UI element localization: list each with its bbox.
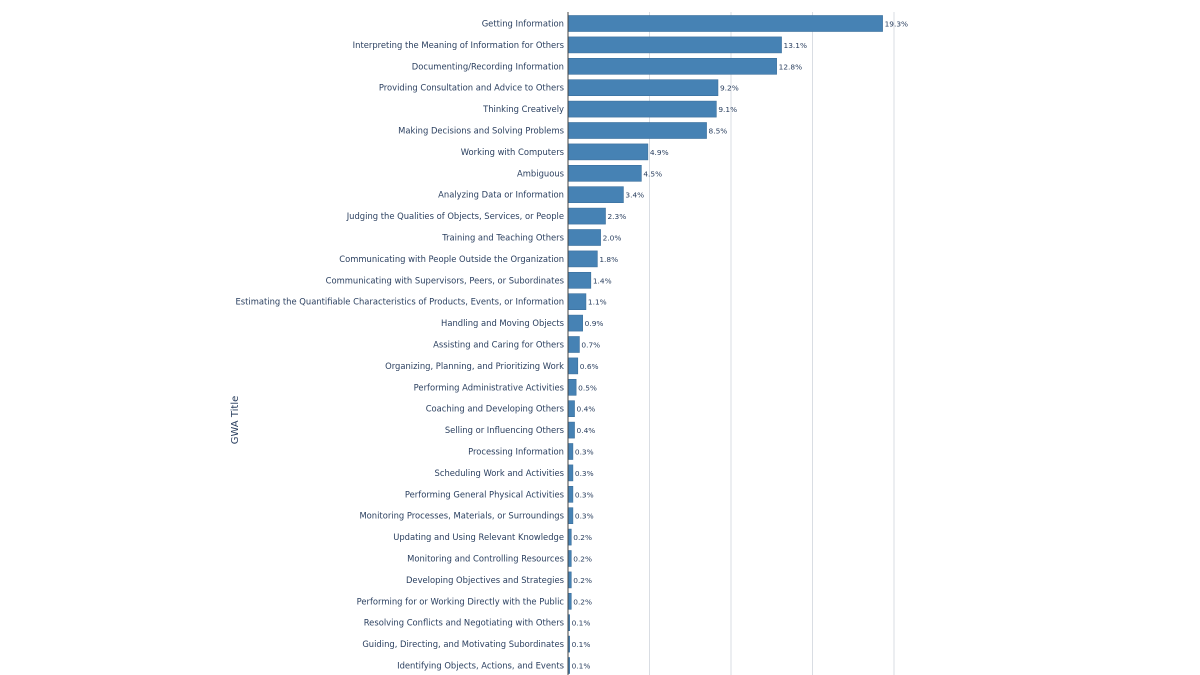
value-label: 0.4% (577, 426, 596, 435)
value-label: 2.0% (603, 234, 622, 243)
category-label: Developing Objectives and Strategies (406, 575, 564, 585)
value-label: 0.7% (581, 341, 600, 350)
value-label: 8.5% (709, 127, 728, 136)
bar (567, 186, 624, 203)
value-label: 0.9% (585, 319, 604, 328)
bar (567, 357, 579, 375)
category-label: Communicating with Supervisors, Peers, o… (326, 275, 564, 285)
value-label: 0.3% (575, 448, 594, 457)
value-label: 0.2% (573, 533, 592, 542)
bar (567, 485, 574, 503)
bar (567, 378, 577, 396)
category-label: Assisting and Caring for Others (433, 340, 564, 350)
value-label: 1.4% (593, 276, 612, 285)
bar (567, 314, 583, 332)
category-label: Guiding, Directing, and Motivating Subor… (362, 639, 564, 649)
value-label: 2.3% (607, 212, 626, 221)
value-label: 0.4% (577, 405, 596, 414)
bar (567, 421, 575, 439)
category-label: Ambiguous (517, 168, 564, 178)
category-label: Identifying Objects, Actions, and Events (397, 661, 564, 671)
value-label: 4.9% (650, 148, 669, 157)
category-label: Thinking Creatively (482, 104, 564, 114)
value-label: 0.3% (575, 490, 594, 499)
bar (567, 250, 598, 268)
category-label: Getting Information (482, 19, 564, 29)
y-axis-title: GWA Title (230, 396, 241, 445)
category-label: Monitoring and Controlling Resources (407, 554, 564, 564)
category-label: Updating and Using Relevant Knowledge (393, 532, 564, 542)
value-label: 0.1% (572, 619, 591, 628)
bar (567, 207, 606, 225)
category-label: Organizing, Planning, and Prioritizing W… (385, 361, 564, 371)
value-label: 9.2% (720, 84, 739, 93)
value-label: 0.6% (580, 362, 599, 371)
bar (567, 57, 777, 75)
value-label: 19.3% (885, 20, 908, 29)
category-label: Communicating with People Outside the Or… (339, 254, 564, 264)
category-label: Making Decisions and Solving Problems (398, 126, 564, 136)
category-label: Handling and Moving Objects (441, 318, 564, 328)
category-label: Documenting/Recording Information (412, 61, 564, 71)
value-label: 0.1% (572, 662, 591, 671)
category-label: Performing for or Working Directly with … (357, 596, 565, 606)
bar (567, 229, 601, 246)
value-label: 0.2% (573, 576, 592, 585)
value-label: 0.1% (572, 640, 591, 649)
category-label: Selling or Influencing Others (445, 425, 564, 435)
category-label: Estimating the Quantifiable Characterist… (235, 297, 564, 307)
bar (567, 443, 574, 460)
value-label: 12.8% (779, 62, 802, 71)
category-label: Resolving Conflicts and Negotiating with… (364, 618, 564, 628)
bar (567, 100, 717, 118)
category-label: Training and Teaching Others (441, 233, 564, 243)
category-label: Performing Administrative Activities (414, 382, 564, 392)
category-label: Providing Consultation and Advice to Oth… (379, 83, 564, 93)
value-label: 4.5% (643, 169, 662, 178)
bars (567, 15, 883, 674)
bar (567, 122, 707, 139)
category-label: Coaching and Developing Others (426, 404, 564, 414)
bar (567, 15, 883, 32)
bar (567, 293, 587, 311)
gridlines (649, 12, 895, 675)
bar (567, 464, 574, 482)
category-label: Working with Computers (461, 147, 564, 157)
bar (567, 271, 592, 289)
value-label: 3.4% (625, 191, 644, 200)
category-label: Analyzing Data or Information (438, 190, 564, 200)
value-label: 0.2% (573, 597, 592, 606)
bar (567, 165, 642, 182)
value-label: 1.8% (599, 255, 618, 264)
bar (567, 143, 649, 161)
bar (567, 400, 575, 418)
category-label: Monitoring Processes, Materials, or Surr… (359, 511, 564, 521)
value-label: 0.2% (573, 555, 592, 564)
value-label: 1.1% (588, 298, 607, 307)
value-label: 0.3% (575, 469, 594, 478)
value-label: 9.1% (718, 105, 737, 114)
category-label: Judging the Qualities of Objects, Servic… (346, 211, 564, 221)
value-label: 0.5% (578, 383, 597, 392)
bar (567, 507, 574, 525)
category-label: Scheduling Work and Activities (435, 468, 564, 478)
value-labels: 19.3% 13.1% 12.8% 9.2% 9.1% 8.5% 4.9% 4.5% 3.4% 2… (572, 20, 908, 671)
category-labels: Getting Information Interpreting the Mean… (235, 19, 564, 671)
bar (567, 79, 719, 96)
category-label: Processing Information (468, 447, 564, 457)
category-label: Interpreting the Meaning of Information … (353, 40, 564, 50)
bar (567, 336, 580, 353)
bar (567, 36, 782, 54)
value-label: 13.1% (784, 41, 807, 50)
value-label: 0.3% (575, 512, 594, 521)
category-label: Performing General Physical Activities (405, 489, 564, 499)
